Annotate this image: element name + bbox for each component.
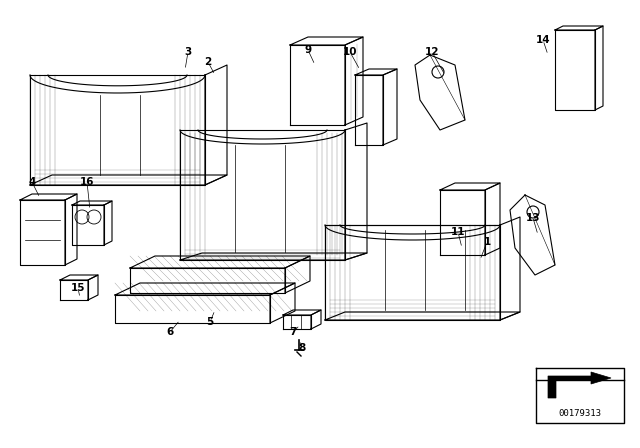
Text: 3: 3 — [184, 47, 191, 57]
Text: 15: 15 — [71, 283, 85, 293]
Text: 7: 7 — [289, 327, 297, 337]
Text: 14: 14 — [536, 35, 550, 45]
Text: 16: 16 — [80, 177, 94, 187]
Text: 11: 11 — [451, 227, 465, 237]
Polygon shape — [548, 372, 611, 398]
Text: 4: 4 — [28, 177, 36, 187]
Text: 5: 5 — [206, 317, 214, 327]
Text: 9: 9 — [305, 45, 312, 55]
Text: 13: 13 — [525, 213, 540, 223]
Text: 8: 8 — [298, 343, 306, 353]
Text: 2: 2 — [204, 57, 212, 67]
Text: 00179313: 00179313 — [559, 409, 602, 418]
Text: 1: 1 — [483, 237, 491, 247]
Text: 6: 6 — [166, 327, 173, 337]
Text: 10: 10 — [343, 47, 357, 57]
Text: 12: 12 — [425, 47, 439, 57]
